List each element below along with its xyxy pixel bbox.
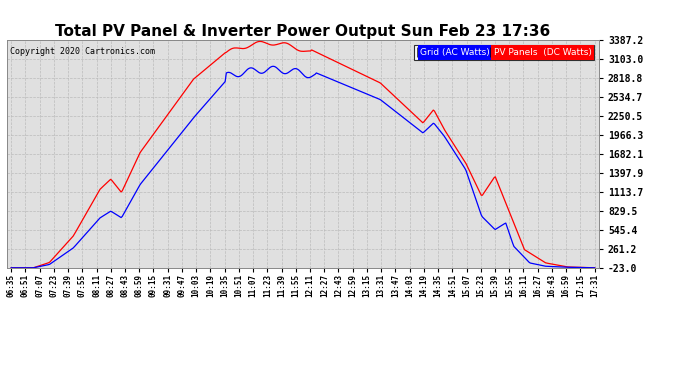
Legend: Grid (AC Watts), PV Panels  (DC Watts): Grid (AC Watts), PV Panels (DC Watts) <box>414 45 594 60</box>
Title: Total PV Panel & Inverter Power Output Sun Feb 23 17:36: Total PV Panel & Inverter Power Output S… <box>55 24 551 39</box>
Text: Copyright 2020 Cartronics.com: Copyright 2020 Cartronics.com <box>10 47 155 56</box>
